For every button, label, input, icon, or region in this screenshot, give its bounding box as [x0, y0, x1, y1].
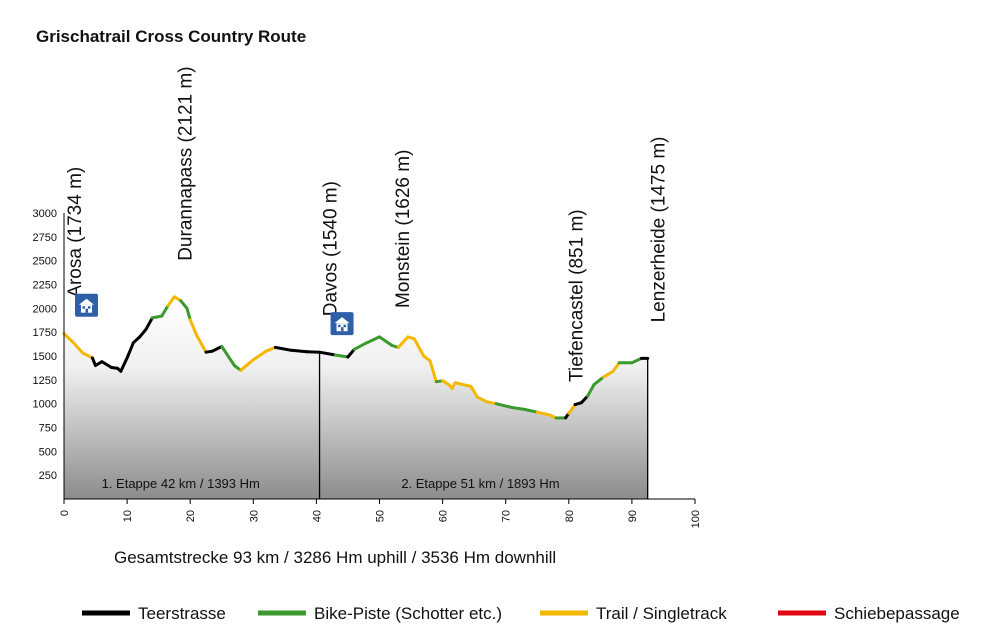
profile-segment-17	[179, 299, 189, 310]
legend-item-1: Bike-Piste (Schotter etc.)	[258, 604, 502, 623]
profile-segment-26	[251, 349, 268, 362]
profile-segment-14	[160, 304, 170, 318]
profile-segment-9	[125, 341, 135, 360]
profile-segment-29	[289, 348, 309, 354]
legend-label-1: Bike-Piste (Schotter etc.)	[314, 604, 502, 623]
hotel-icon	[75, 293, 98, 317]
x-tick-label-2: 20	[185, 510, 197, 522]
y-tick-label-9: 2500	[33, 256, 57, 268]
profile-segment-60	[579, 394, 590, 405]
profile-segment-2	[81, 351, 94, 360]
route-profile-line	[62, 295, 650, 420]
y-tick-label-1: 500	[39, 446, 57, 458]
stage-divider-layer	[318, 352, 649, 499]
legend-item-3: Schiebepassage	[778, 604, 960, 623]
x-tick-label-7: 70	[501, 510, 513, 522]
legend-item-0: Teerstrasse	[82, 604, 226, 623]
profile-segment-38	[396, 335, 410, 349]
profile-segment-23	[220, 345, 236, 367]
profile-segment-1	[72, 341, 85, 355]
profile-segment-19	[188, 318, 198, 337]
x-tick-label-3: 30	[248, 510, 260, 522]
profile-segment-33	[346, 347, 356, 359]
y-tick-label-2: 750	[39, 423, 57, 435]
waypoint-label-5: Lenzerheide (1475 m)	[649, 136, 670, 322]
profile-segment-36	[378, 335, 394, 347]
y-tick-label-3: 1000	[33, 399, 57, 411]
y-tick-label-11: 3000	[33, 208, 57, 220]
profile-segment-30	[305, 350, 322, 354]
profile-segment-35	[365, 335, 381, 345]
profile-segment-5	[100, 360, 113, 369]
x-tick-label-5: 50	[375, 510, 387, 522]
chart-title: Grischatrail Cross Country Route	[36, 27, 306, 46]
profile-segment-54	[535, 410, 552, 417]
x-tick-label-0: 0	[59, 510, 71, 516]
profile-segment-22	[210, 345, 224, 353]
profile-segment-8	[119, 356, 129, 373]
y-tick-label-4: 1250	[33, 375, 57, 387]
y-tick-label-0: 250	[39, 470, 57, 482]
waypoint-labels: Arosa (1734 m) Durannapass (2121 m) Davos …	[65, 66, 670, 381]
x-tick-label-4: 40	[311, 510, 323, 522]
legend-label-0: Teerstrasse	[138, 604, 226, 623]
waypoint-label-0: Arosa (1734 m)	[65, 167, 86, 298]
profile-segment-34	[352, 341, 369, 351]
profile-segment-64	[611, 361, 621, 373]
legend: Teerstrasse Bike-Piste (Schotter etc.) Tra…	[82, 604, 960, 623]
profile-segment-51	[494, 402, 514, 409]
axes: 2505007501000125015001750200022502500275…	[33, 208, 702, 528]
profile-segment-62	[592, 375, 605, 387]
elevation-area-layer	[64, 296, 648, 499]
hotel-icon	[330, 312, 354, 336]
profile-segment-49	[475, 395, 489, 404]
y-tick-label-7: 2000	[33, 303, 57, 315]
elevation-area	[64, 296, 648, 499]
stage-label-1: 2. Etappe 51 km / 1893 Hm	[401, 476, 559, 491]
profile-segment-13	[150, 314, 164, 320]
route-summary: Gesamtstrecke 93 km / 3286 Hm uphill / 3…	[114, 548, 556, 567]
profile-segment-42	[428, 359, 438, 384]
x-tick-label-9: 90	[627, 510, 639, 522]
y-tick-label-8: 2250	[33, 280, 57, 292]
profile-segment-18	[185, 306, 192, 322]
legend-label-3: Schiebepassage	[834, 604, 960, 623]
y-tick-label-6: 1750	[33, 327, 57, 339]
profile-segment-63	[602, 369, 615, 379]
profile-segment-31	[318, 350, 337, 357]
stage-label-0: 1. Etappe 42 km / 1393 Hm	[102, 476, 260, 491]
legend-item-2: Trail / Singletrack	[540, 604, 727, 623]
y-tick-label-10: 2750	[33, 232, 57, 244]
waypoint-label-4: Tiefencastel (851 m)	[567, 209, 588, 381]
profile-segment-28	[273, 345, 293, 352]
profile-segment-61	[586, 383, 596, 398]
profile-segment-52	[510, 406, 527, 411]
waypoint-label-2: Davos (1540 m)	[321, 181, 342, 316]
waypoint-label-3: Monstein (1626 m)	[393, 150, 414, 308]
profile-segment-66	[630, 356, 643, 365]
x-tick-label-1: 10	[122, 510, 134, 522]
legend-label-2: Trail / Singletrack	[596, 604, 727, 623]
x-tick-label-6: 60	[438, 510, 450, 522]
y-tick-label-5: 1500	[33, 351, 57, 363]
stage-labels: 1. Etappe 42 km / 1393 Hm 2. Etappe 51 km…	[102, 476, 560, 491]
profile-segment-48	[469, 385, 479, 399]
profile-segment-11	[138, 327, 148, 339]
profile-segment-32	[333, 353, 350, 359]
x-tick-label-8: 80	[564, 510, 576, 522]
x-tick-label-10: 100	[690, 510, 702, 528]
profile-segment-20	[195, 333, 208, 354]
profile-segment-15	[166, 295, 176, 307]
profile-segment-58	[567, 403, 577, 415]
profile-segment-40	[412, 337, 426, 358]
waypoint-label-1: Durannapass (2121 m)	[175, 66, 196, 260]
profile-segment-27	[264, 345, 277, 353]
profile-segment-25	[239, 358, 255, 372]
profile-segment-47	[453, 381, 473, 388]
profile-segment-53	[523, 407, 539, 414]
profile-segment-50	[485, 400, 498, 406]
profile-segment-12	[144, 316, 154, 331]
profile-segment-0	[62, 332, 75, 345]
